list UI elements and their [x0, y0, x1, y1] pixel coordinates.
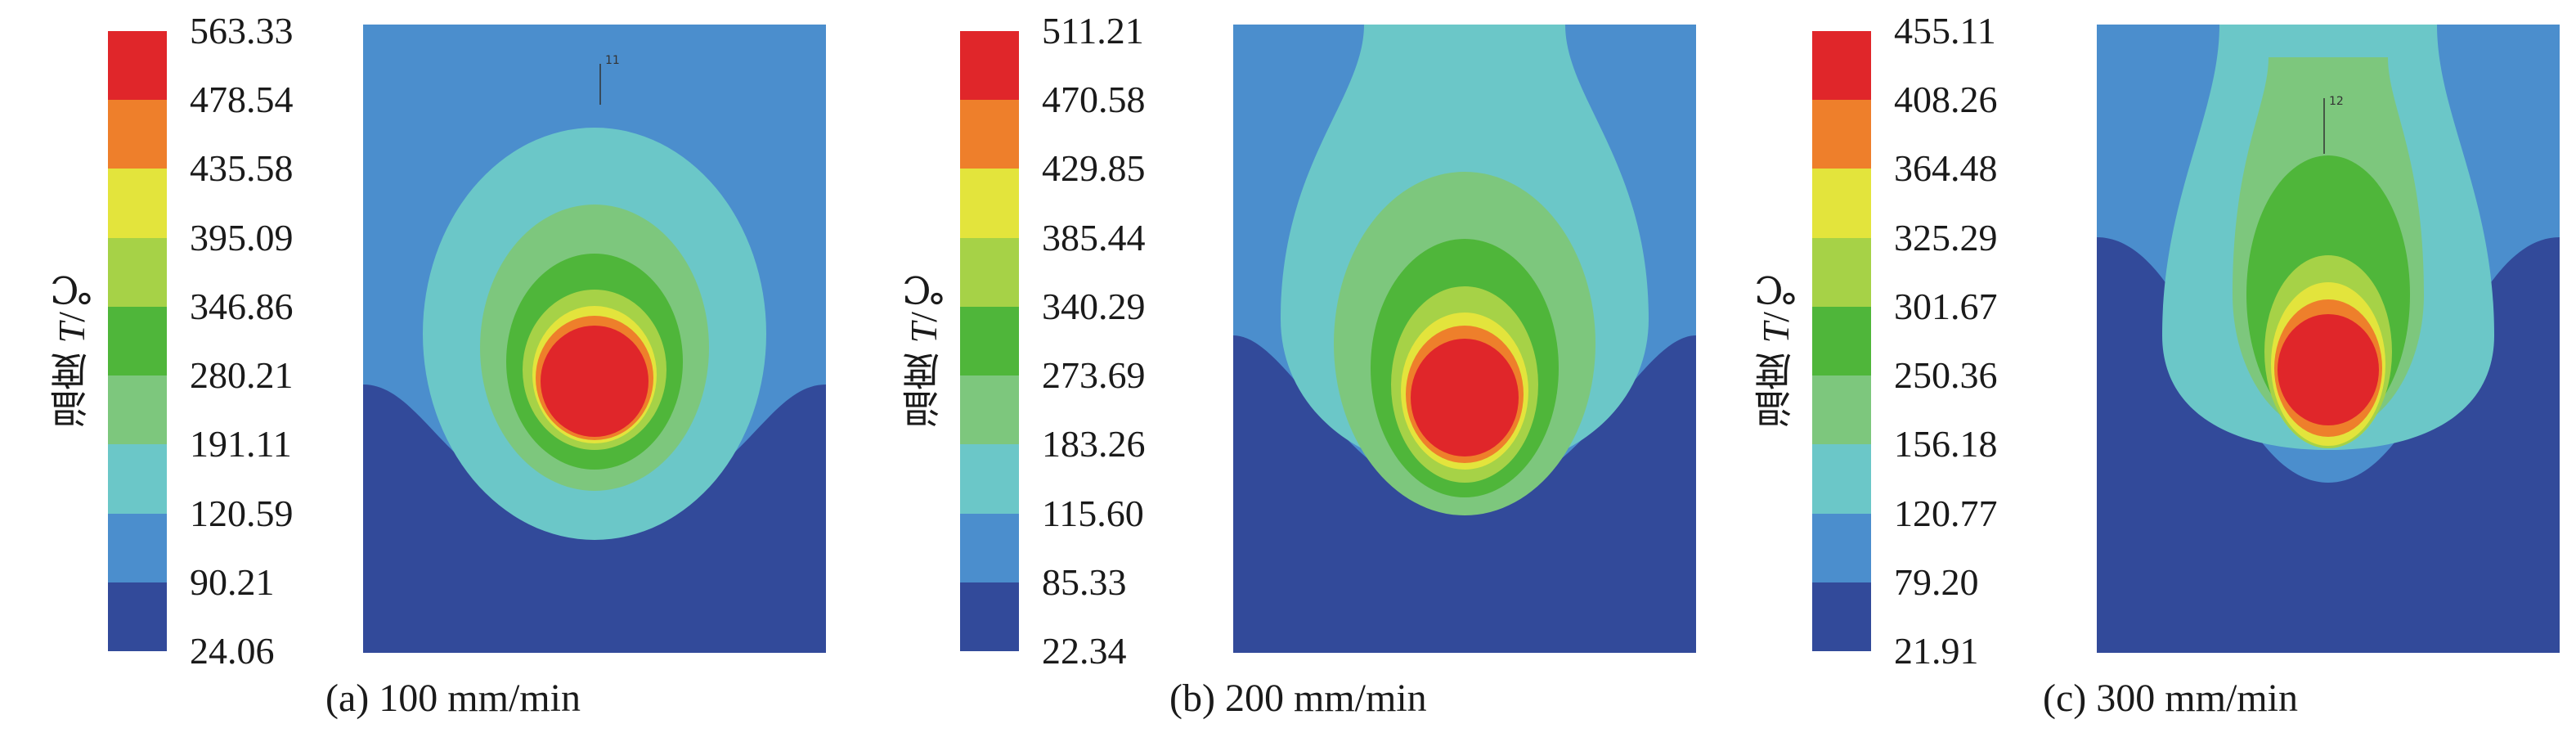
colorbar-tick-label: 90.21	[190, 560, 275, 603]
ylabel-unit: /℃	[51, 268, 92, 322]
temperature-field-plot	[1233, 25, 1696, 653]
colorbar-tick-label: 24.06	[190, 630, 275, 672]
colorbar-tick-label: 364.48	[1894, 147, 1998, 190]
colorbar-tick-label: 563.33	[190, 10, 294, 52]
contour-band-coldest	[2097, 237, 2560, 653]
ylabel-prefix: 温度	[903, 343, 945, 428]
colorbar-band	[960, 169, 1019, 239]
panel-caption: (b) 200 mm/min	[1169, 677, 1427, 720]
colorbar-tick-label: 340.29	[1042, 285, 1146, 327]
ylabel-var: T	[903, 322, 945, 344]
colorbar-axis-label: 温度 T/℃	[900, 241, 949, 454]
ylabel-prefix: 温度	[1755, 343, 1797, 428]
colorbar-tick-label: 478.54	[190, 79, 294, 121]
colorbar-band	[108, 375, 167, 445]
colorbar-tick-label: 115.60	[1042, 492, 1144, 534]
colorbar-tick-label: 408.26	[1894, 79, 1998, 121]
colorbar	[108, 31, 167, 652]
temperature-field-plot: 11	[363, 25, 826, 653]
ylabel-var: T	[1755, 322, 1797, 344]
colorbar-tick-label: 191.11	[190, 423, 292, 465]
colorbar-band	[108, 444, 167, 515]
colorbar-band	[960, 31, 1019, 101]
colorbar-band	[108, 100, 167, 169]
colorbar-band	[108, 306, 167, 376]
colorbar-tick-label: 429.85	[1042, 147, 1146, 190]
temperature-field-plot: 12	[2097, 25, 2560, 653]
colorbar-band	[108, 582, 167, 652]
colorbar-band	[108, 513, 167, 583]
colorbar-tick-label: 22.34	[1042, 630, 1127, 672]
colorbar-tick-label: 511.21	[1042, 10, 1144, 52]
colorbar-band	[108, 169, 167, 239]
colorbar-band	[1812, 444, 1871, 515]
panel-c: 温度 T/℃ 455.11 408.26 364.48 325.29 301.67 250…	[1704, 0, 2560, 733]
colorbar-band	[1812, 513, 1871, 583]
colorbar-band	[1812, 582, 1871, 652]
colorbar-band	[960, 306, 1019, 376]
colorbar-tick-label: 250.36	[1894, 354, 1998, 397]
colorbar-tick-label: 455.11	[1894, 10, 1996, 52]
colorbar-band	[960, 100, 1019, 169]
colorbar-tick-label: 395.09	[190, 216, 294, 259]
colorbar-band	[960, 513, 1019, 583]
temperature-field-svg	[1233, 25, 1696, 653]
melt-pool-core	[1411, 339, 1519, 456]
colorbar-tick-label: 85.33	[1042, 560, 1127, 603]
temperature-field-svg: 12	[2097, 25, 2560, 653]
colorbar-band	[108, 31, 167, 101]
ylabel-unit: /℃	[903, 268, 945, 322]
colorbar-tick-label: 273.69	[1042, 354, 1146, 397]
contour-band-coldest	[1233, 335, 1696, 653]
colorbar-band	[1812, 306, 1871, 376]
colorbar-tick-label: 120.77	[1894, 492, 1998, 534]
colorbar-band	[108, 237, 167, 308]
colorbar-tick-label: 79.20	[1894, 560, 1979, 603]
temperature-field-svg: 11	[363, 25, 826, 653]
colorbar-band	[1812, 100, 1871, 169]
colorbar-band	[1812, 237, 1871, 308]
colorbar-axis-label: 温度 T/℃	[47, 241, 96, 454]
melt-pool-core	[2278, 314, 2379, 425]
colorbar-tick-label: 280.21	[190, 354, 294, 397]
colorbar-tick-label: 301.67	[1894, 285, 1998, 327]
colorbar-band	[960, 375, 1019, 445]
colorbar-tick-label: 435.58	[190, 147, 294, 190]
ylabel-unit: /℃	[1755, 268, 1797, 322]
colorbar-band	[1812, 375, 1871, 445]
colorbar-tick-label: 346.86	[190, 285, 294, 327]
melt-pool-core	[541, 326, 648, 437]
colorbar-band	[1812, 31, 1871, 101]
ylabel-prefix: 温度	[51, 343, 92, 428]
colorbar-tick-label: 156.18	[1894, 423, 1998, 465]
colorbar-tick-label: 470.58	[1042, 79, 1146, 121]
colorbar-tick-label: 21.91	[1894, 630, 1979, 672]
colorbar-band	[960, 582, 1019, 652]
colorbar-band	[960, 237, 1019, 308]
colorbar-tick-label: 385.44	[1042, 216, 1146, 259]
panel-caption: (a) 100 mm/min	[325, 677, 581, 720]
colorbar-axis-label: 温度 T/℃	[1752, 241, 1801, 454]
panel-b: 温度 T/℃ 511.21 470.58 429.85 385.44 340.29 273…	[852, 0, 1696, 733]
panel-caption: (c) 300 mm/min	[2043, 677, 2298, 720]
colorbar	[1812, 31, 1871, 652]
panel-a: 温度 T/℃ 563.33 478.54 435.58 395.09 346.86 280…	[0, 0, 834, 733]
colorbar-band	[960, 444, 1019, 515]
colorbar	[960, 31, 1019, 652]
probe-label: 12	[2329, 95, 2344, 108]
colorbar-tick-label: 120.59	[190, 492, 294, 534]
colorbar-tick-label: 183.26	[1042, 423, 1146, 465]
colorbar-band	[1812, 169, 1871, 239]
probe-label: 11	[605, 54, 620, 67]
ylabel-var: T	[51, 322, 92, 344]
colorbar-tick-label: 325.29	[1894, 216, 1998, 259]
